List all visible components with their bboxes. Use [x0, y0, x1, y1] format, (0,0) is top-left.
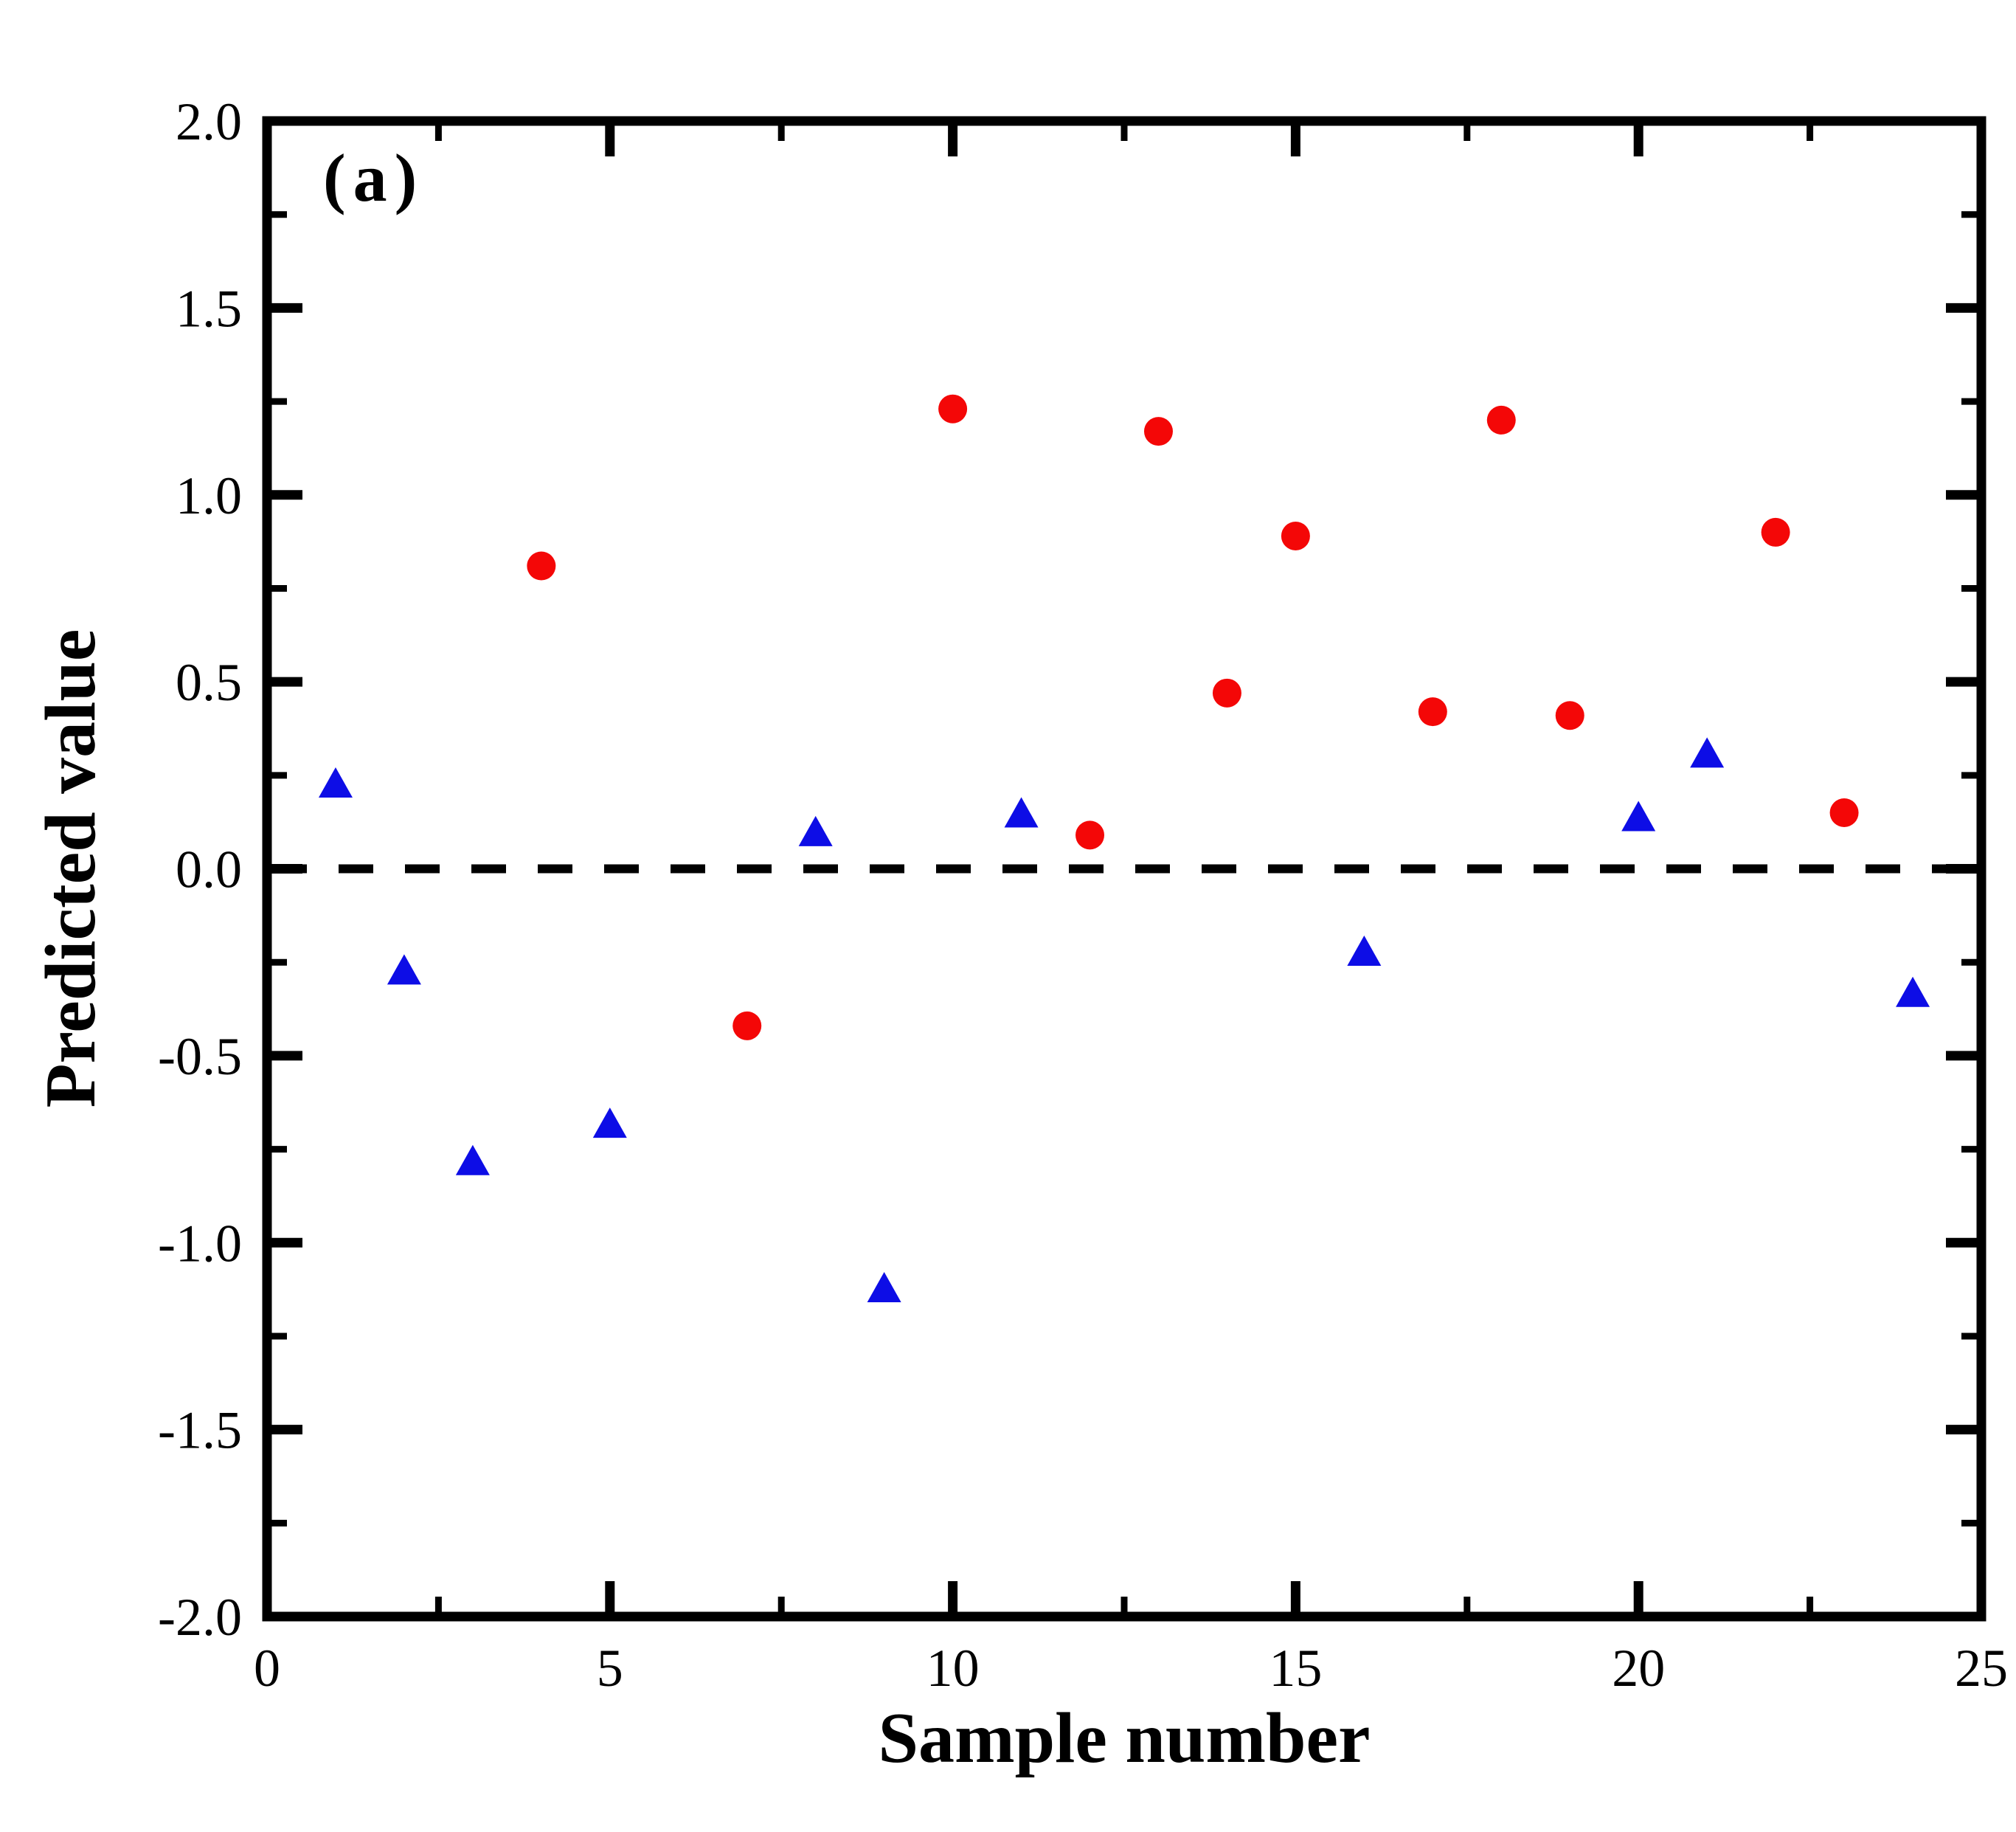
- data-point-circle: [1829, 798, 1859, 827]
- y-tick-label: 1.5: [176, 279, 242, 338]
- data-point-circle: [1212, 678, 1241, 708]
- x-tick-labels: 0 5 10 15 20 25: [254, 1639, 2008, 1698]
- axis-ticks: [271, 125, 1977, 1612]
- data-point-triangle: [592, 1107, 627, 1138]
- data-point-circle: [527, 551, 556, 581]
- data-point-circle: [1418, 697, 1447, 727]
- y-tick-label: -2.0: [158, 1588, 242, 1647]
- y-tick-label: 0.5: [176, 653, 242, 712]
- y-tick-label: -1.5: [158, 1401, 242, 1460]
- y-axis-title: Predicted value: [31, 629, 111, 1108]
- data-point-triangle: [455, 1144, 490, 1175]
- plot-frame: [262, 116, 1986, 1622]
- data-point-circle: [1555, 701, 1584, 730]
- data-point-triangle: [1690, 737, 1725, 768]
- x-tick-label: 25: [1955, 1639, 2008, 1698]
- y-tick-labels: -2.0 -1.5 -1.0 -0.5 0.0 0.5 1.0 1.5 2.0: [158, 92, 242, 1647]
- y-tick-label: 0.0: [176, 840, 242, 899]
- x-tick-label: 5: [597, 1639, 623, 1698]
- data-point-circle: [938, 394, 968, 424]
- data-point-circle: [732, 1011, 762, 1040]
- data-point-circle: [1486, 405, 1516, 435]
- data-points-layer: [318, 394, 1930, 1303]
- y-tick-label: -1.0: [158, 1214, 242, 1273]
- x-tick-label: 0: [254, 1639, 280, 1698]
- data-point-triangle: [1896, 976, 1930, 1007]
- data-point-triangle: [387, 954, 421, 985]
- x-tick-label: 10: [926, 1639, 980, 1698]
- data-point-circle: [1281, 521, 1310, 550]
- x-tick-label: 20: [1612, 1639, 1665, 1698]
- x-tick-label: 15: [1269, 1639, 1322, 1698]
- data-point-circle: [1143, 417, 1173, 446]
- data-point-triangle: [1347, 935, 1382, 966]
- data-point-triangle: [867, 1272, 901, 1303]
- data-point-triangle: [1621, 801, 1656, 832]
- data-point-circle: [1075, 820, 1105, 850]
- y-tick-label: 1.0: [176, 466, 242, 525]
- data-point-circle: [1761, 517, 1790, 547]
- panel-label: (a): [323, 140, 424, 215]
- y-tick-label: -0.5: [158, 1027, 242, 1086]
- data-point-triangle: [798, 815, 833, 846]
- y-tick-label: 2.0: [176, 92, 242, 151]
- data-point-triangle: [318, 767, 353, 798]
- x-axis-title: Sample number: [878, 1698, 1370, 1778]
- data-point-triangle: [1004, 797, 1039, 828]
